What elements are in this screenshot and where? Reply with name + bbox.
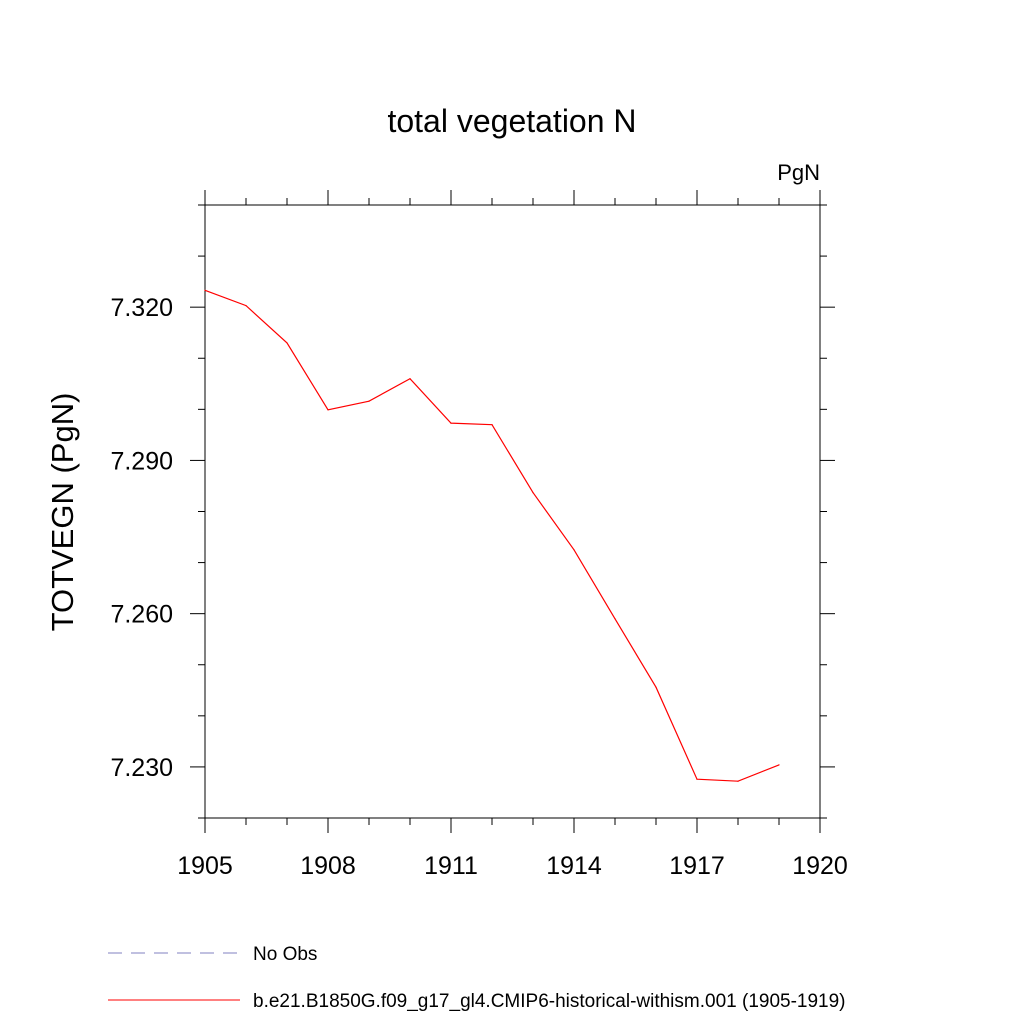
ticks-group [190,190,835,833]
plot-frame [204,204,821,819]
legend-label: No Obs [253,944,317,965]
x-tick-label: 1911 [424,852,478,880]
data-point [286,342,288,344]
x-tick-label: 1914 [546,852,602,880]
legend: No Obs b.e21.B1850G.f09_g17_gl4.CMIP6-his… [108,944,846,1012]
y-tick-label: 7.260 [110,601,173,629]
data-point [655,686,657,688]
y-tick-label: 7.320 [110,294,173,322]
data-point [573,549,575,551]
series-group [204,289,780,782]
legend-label: b.e21.B1850G.f09_g17_gl4.CMIP6-historica… [253,991,846,1012]
x-tick-label: 1920 [792,852,848,880]
x-tick-label: 1917 [669,852,725,880]
data-point [737,780,739,782]
y-tick-label: 7.290 [110,447,173,475]
data-point [409,378,411,380]
x-tick-label: 1908 [300,852,356,880]
data-point [450,422,452,424]
data-point [368,400,370,402]
data-point [614,618,616,620]
chart-title: total vegetation N [387,103,636,139]
series-line [204,289,780,782]
data-point [532,491,534,494]
x-tick-label: 1905 [177,852,233,880]
units-label: PgN [777,160,820,185]
data-point [696,778,698,780]
data-point [778,764,780,766]
y-tick-label: 7.230 [110,754,173,782]
y-axis-label: TOTVEGN (PgN) [45,393,80,632]
data-point [204,289,206,291]
data-point [327,409,329,411]
data-point [491,424,493,426]
tick-labels-group: 1905 1908 1911 1914 1917 1920 7.230 7.260 7.290 7… [110,294,847,880]
data-point [245,305,247,307]
